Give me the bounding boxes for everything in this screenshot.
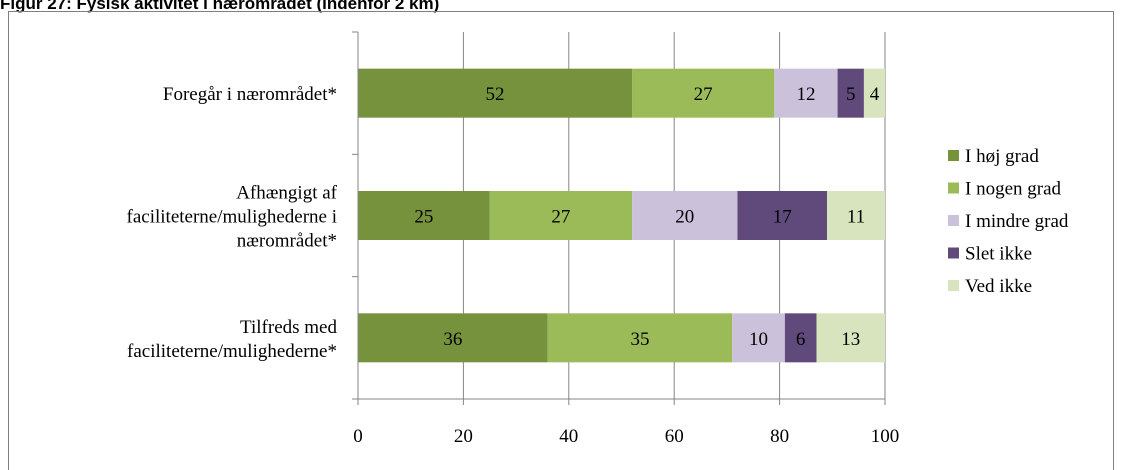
data-label: 36 bbox=[443, 329, 462, 350]
x-tick-label: 40 bbox=[559, 426, 578, 447]
data-label: 10 bbox=[749, 329, 768, 350]
data-label: 13 bbox=[841, 329, 860, 350]
data-label: 11 bbox=[847, 207, 865, 228]
data-label: 12 bbox=[796, 84, 815, 105]
legend-swatch bbox=[948, 150, 959, 161]
legend-label: I nogen grad bbox=[965, 179, 1062, 200]
axes bbox=[352, 31, 886, 405]
bar-segment bbox=[358, 191, 490, 240]
legend-swatch bbox=[948, 215, 959, 226]
bar-segment bbox=[827, 191, 885, 240]
data-label: 27 bbox=[694, 84, 713, 105]
bar-segment bbox=[547, 313, 733, 363]
legend-label: I høj grad bbox=[965, 146, 1039, 167]
data-label: 17 bbox=[773, 207, 792, 228]
bar-segment bbox=[737, 191, 828, 240]
data-label: 4 bbox=[870, 84, 880, 105]
bar-segment bbox=[863, 68, 885, 118]
data-label: 25 bbox=[414, 207, 433, 228]
data-label: 35 bbox=[630, 329, 649, 350]
bar-segment bbox=[632, 191, 738, 240]
legend-label: Slet ikke bbox=[965, 244, 1032, 265]
data-label: 27 bbox=[551, 207, 570, 228]
legend-label: I mindre grad bbox=[965, 211, 1069, 232]
x-tick-label: 80 bbox=[770, 426, 789, 447]
data-label: 20 bbox=[675, 207, 694, 228]
bar-segment bbox=[816, 313, 885, 363]
bar-segment bbox=[732, 313, 785, 363]
category-label: Tilfreds med faciliteterne/mulighederne* bbox=[127, 317, 337, 362]
category-label: Foregår i nærområdet* bbox=[163, 84, 337, 105]
x-tick-label: 0 bbox=[353, 426, 363, 447]
data-label: 5 bbox=[846, 84, 856, 105]
legend-swatch bbox=[948, 280, 959, 291]
category-labels: Foregår i nærområdet* Afhængigt af facilit… bbox=[127, 84, 338, 362]
category-label: Afhængigt af faciliteterne/mulighederne i… bbox=[127, 183, 338, 252]
bars: 52 27 12 5 4 25 27 20 17 11 36 35 10 6 13 bbox=[358, 68, 885, 363]
figure-title: Figur 27: Fysisk aktivitet i nærområdet … bbox=[0, 0, 440, 13]
x-tick-labels: 0 20 40 60 80 100 bbox=[353, 426, 899, 447]
legend-label: Ved ikke bbox=[965, 276, 1032, 297]
chart-frame bbox=[8, 11, 1114, 470]
bar-segment bbox=[489, 191, 633, 240]
bar-segment bbox=[358, 313, 548, 363]
data-label: 52 bbox=[486, 84, 505, 105]
bar-segment bbox=[837, 68, 864, 118]
legend-swatch bbox=[948, 247, 959, 259]
x-tick-label: 20 bbox=[454, 426, 473, 447]
bar-segment bbox=[358, 68, 633, 118]
data-label: 6 bbox=[796, 329, 806, 350]
legend-swatch bbox=[948, 182, 959, 194]
bar-segment bbox=[774, 68, 838, 118]
bar-segment bbox=[784, 313, 817, 363]
x-tick-label: 60 bbox=[665, 426, 684, 447]
legend: I høj grad I nogen grad I mindre grad Slet … bbox=[948, 146, 1069, 297]
bar-segment bbox=[632, 68, 775, 118]
x-tick-label: 100 bbox=[871, 426, 900, 447]
